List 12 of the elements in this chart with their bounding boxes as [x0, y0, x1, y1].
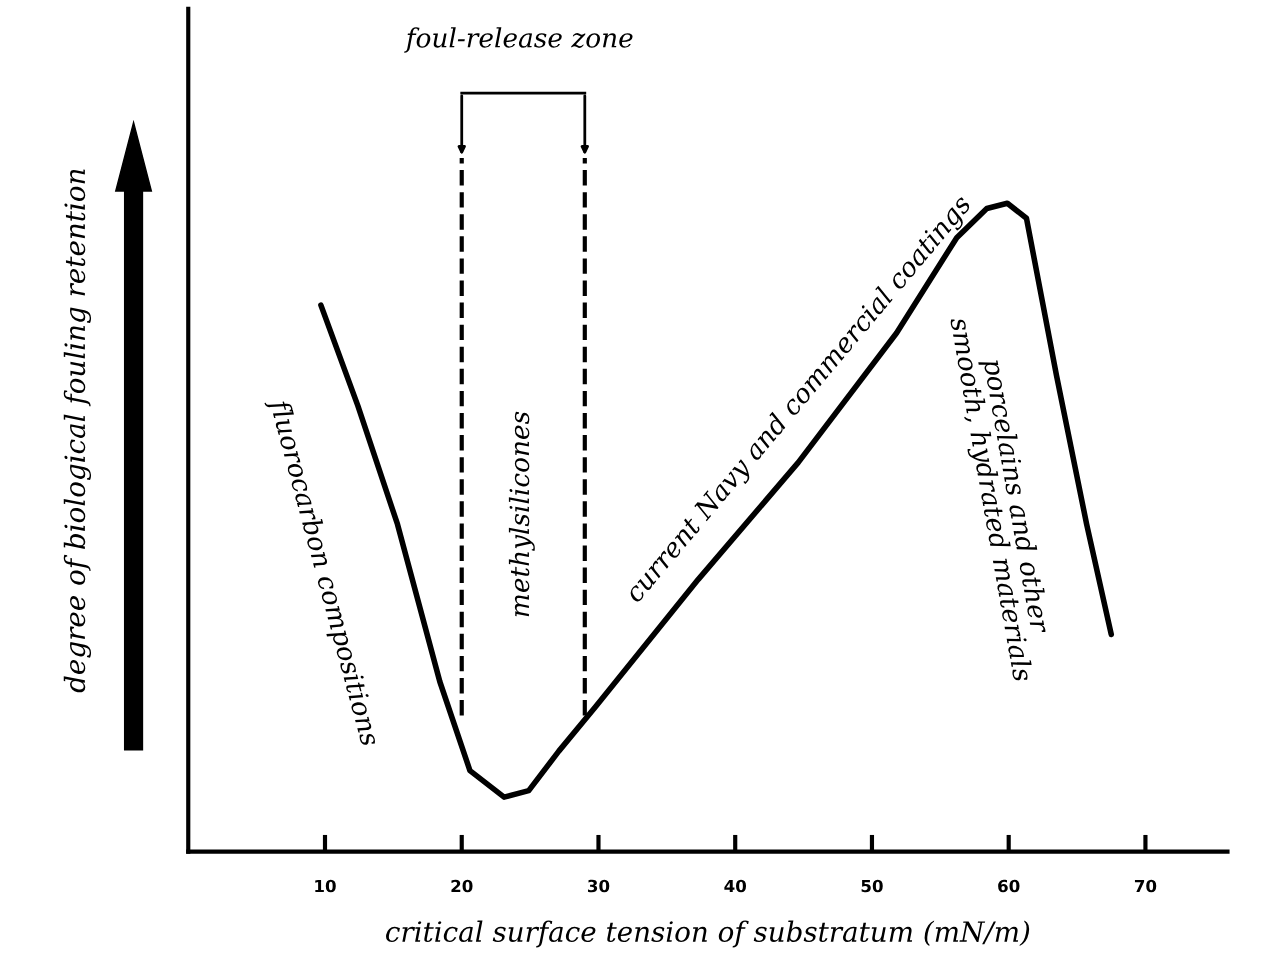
x-tick-label: 50: [861, 879, 883, 893]
x-tick-label: 10: [315, 879, 336, 893]
x-tick-label: 70: [1134, 879, 1157, 893]
x-tick-label: 20: [451, 879, 473, 893]
y-axis-title: degree of biological fouling retention: [63, 169, 92, 693]
x-tick-label: 60: [998, 879, 1020, 893]
annotation: porcelains and other smooth, hydrated materials: [944, 316, 1052, 683]
x-tick-label: 40: [724, 879, 747, 893]
x-axis-title: critical surface tension of substratum (mN/m): [386, 920, 1030, 948]
x-tick-label: 30: [587, 879, 610, 893]
text: foul-release zone: [404, 27, 633, 53]
annotation: methylsilicones: [508, 411, 535, 617]
